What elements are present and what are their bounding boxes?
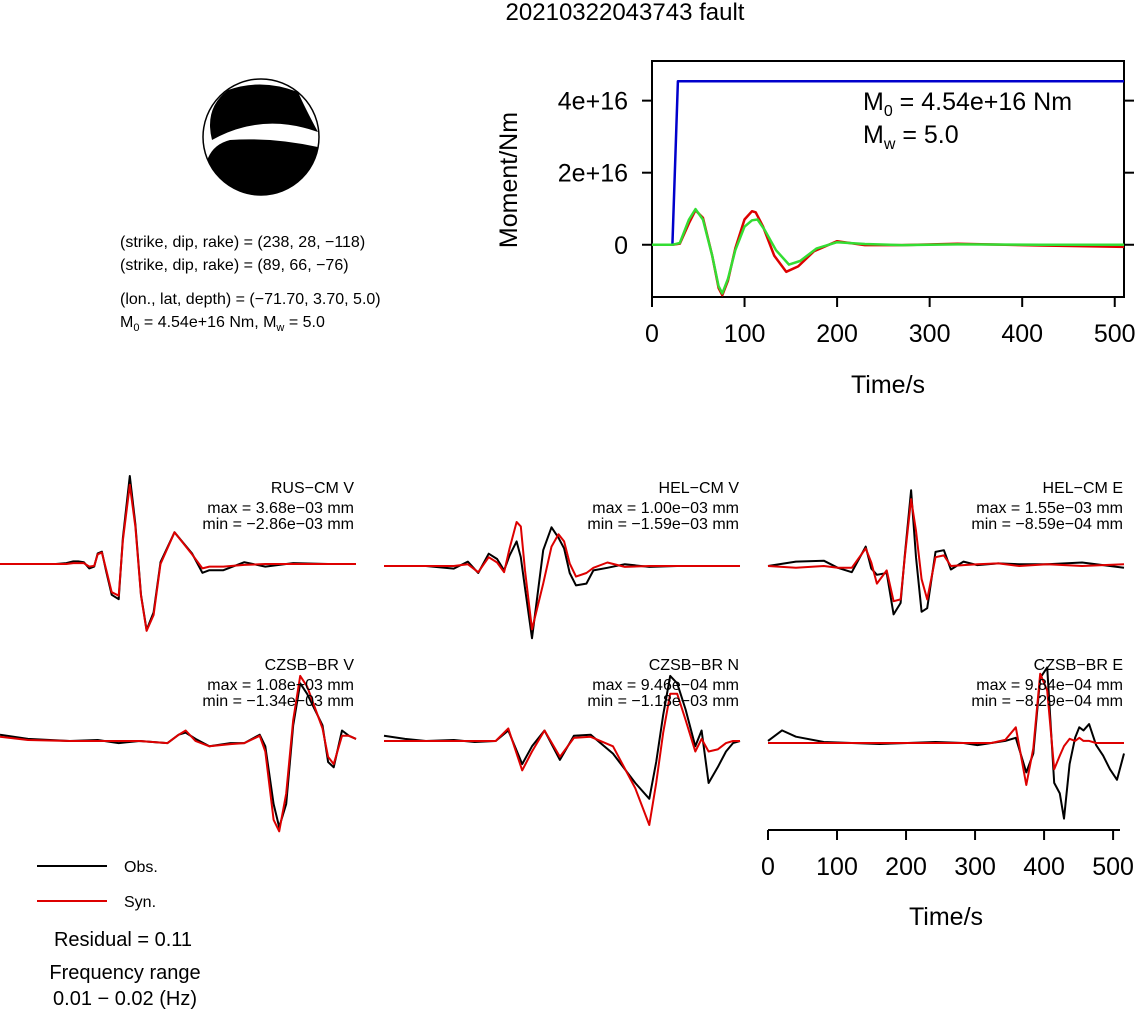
nodal-plane-2: (strike, dip, rake) = (89, 66, −76) [120, 257, 349, 274]
waveform-time-axis: 0 100 200 300 400 500 [761, 829, 1134, 881]
station-name: HEL−CM E [1043, 480, 1123, 497]
frequency-range-label: Frequency range [49, 962, 200, 984]
moment-xtick-label-1: 100 [724, 320, 766, 348]
synthetic-waveform [384, 521, 740, 631]
legend-syn-label: Syn. [124, 894, 156, 911]
station-max: max = 9.46e−04 mm [592, 677, 739, 694]
moment-y-axis: 0 2e+16 4e+16 [558, 88, 1134, 260]
beachball [202, 78, 320, 196]
moment-x-label: Time/s [851, 371, 925, 399]
moment-xtick-label-0: 0 [645, 320, 659, 348]
moment-xtick-label-5: 500 [1094, 320, 1136, 348]
wave-xtick-label-3: 300 [954, 853, 996, 881]
station-min: min = −1.18e−03 mm [587, 693, 739, 710]
wave-xtick-label-1: 100 [816, 853, 858, 881]
station-name: RUS−CM V [271, 480, 354, 497]
station-min: min = −8.29e−04 mm [971, 693, 1123, 710]
station-name: CZSB−BR N [649, 657, 739, 674]
station-name: HEL−CM V [659, 480, 740, 497]
wave-xtick-label-4: 400 [1023, 853, 1065, 881]
beachball-bottom-quadrant [203, 139, 319, 195]
waveform-x-label: Time/s [909, 903, 983, 931]
station-min: min = −1.59e−03 mm [587, 516, 739, 533]
station-max: max = 1.55e−03 mm [976, 500, 1123, 517]
synthetic-waveform [0, 483, 356, 632]
moment-xtick-label-4: 400 [1001, 320, 1043, 348]
station-name: CZSB−BR E [1034, 657, 1123, 674]
moment-plot-frame [651, 60, 1125, 298]
location-depth: (lon., lat, depth) = (−71.70, 3.70, 5.0) [120, 291, 381, 308]
moment-y-label: Moment/Nm [495, 112, 523, 248]
moment-rate-syn-line [652, 208, 1125, 297]
station-name: CZSB−BR V [265, 657, 355, 674]
moment-xtick-label-2: 200 [816, 320, 858, 348]
station-min: min = −2.86e−03 mm [202, 516, 354, 533]
nodal-plane-1: (strike, dip, rake) = (238, 28, −118) [120, 234, 365, 251]
station-max: max = 1.00e−03 mm [592, 500, 739, 517]
moment-x-axis: 0 100 200 300 400 500 [645, 297, 1136, 348]
figure-title: 20210322043743 fault [506, 0, 745, 26]
legend: Obs. Syn. [37, 859, 158, 911]
moment-summary: M0 = 4.54e+16 Nm, Mw = 5.0 [120, 314, 325, 334]
wave-xtick-label-0: 0 [761, 853, 775, 881]
moment-ytick-label-0: 0 [614, 232, 628, 260]
station-max: max = 1.08e−03 mm [207, 677, 354, 694]
moment-ytick-label-1: 2e+16 [558, 160, 628, 188]
station-max: max = 9.84e−04 mm [976, 677, 1123, 694]
synthetic-waveform [0, 674, 357, 833]
wave-xtick-label-5: 500 [1092, 853, 1134, 881]
observed-waveform [384, 526, 740, 640]
moment-panel: 0 2e+16 4e+16 0 100 200 300 400 500 Moment/Nm T… [495, 60, 1136, 399]
moment-rate-fit-line [652, 207, 1124, 295]
station-max: max = 3.68e−03 mm [207, 500, 354, 517]
legend-obs-label: Obs. [124, 859, 158, 876]
station-min: min = −1.34e−03 mm [202, 693, 354, 710]
moment-ytick-label-2: 4e+16 [558, 88, 628, 116]
mw-label: Mw = 5.0 [863, 121, 959, 153]
beachball-top-lune [210, 84, 318, 140]
residual-label: Residual = 0.11 [54, 929, 192, 951]
wave-xtick-label-2: 200 [885, 853, 927, 881]
m0-label: M0 = 4.54e+16 Nm [863, 88, 1072, 120]
synthetic-waveform [767, 498, 1125, 603]
station-min: min = −8.59e−04 mm [971, 516, 1123, 533]
moment-xtick-label-3: 300 [909, 320, 951, 348]
synthetic-waveform [768, 672, 1124, 786]
frequency-range-value: 0.01 − 0.02 (Hz) [53, 988, 197, 1009]
synthetic-waveform [384, 692, 740, 826]
moment-series [652, 79, 1125, 297]
